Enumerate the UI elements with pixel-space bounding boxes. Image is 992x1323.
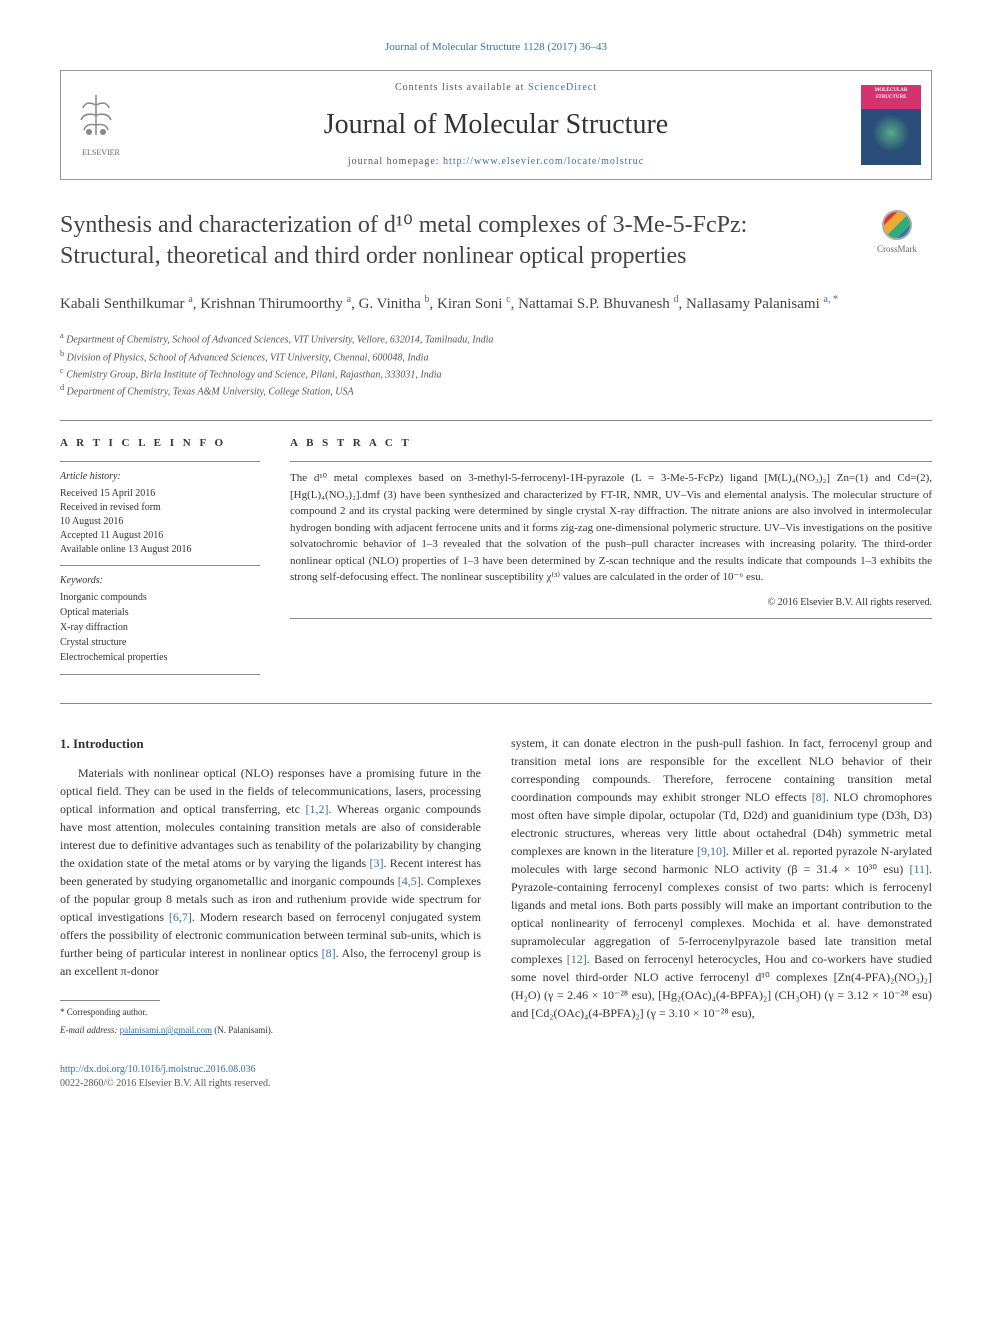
email-name: (N. Palanisami). bbox=[214, 1025, 273, 1035]
abstract-heading: A B S T R A C T bbox=[290, 436, 932, 451]
history-line: Available online 13 August 2016 bbox=[60, 543, 260, 557]
title-row: Synthesis and characterization of d¹⁰ me… bbox=[60, 210, 932, 272]
history-line: 10 August 2016 bbox=[60, 515, 260, 529]
keywords-label: Keywords: bbox=[60, 574, 260, 588]
keywords-list: Inorganic compoundsOptical materialsX-ra… bbox=[60, 591, 260, 665]
crossmark-icon bbox=[882, 210, 912, 240]
contents-line: Contents lists available at ScienceDirec… bbox=[141, 81, 851, 95]
keyword: X-ray diffraction bbox=[60, 621, 260, 635]
intro-paragraph-right: system, it can donate electron in the pu… bbox=[511, 734, 932, 1022]
info-abstract-row: A R T I C L E I N F O Article history: R… bbox=[60, 436, 932, 683]
divider-2 bbox=[60, 703, 932, 704]
history-label: Article history: bbox=[60, 461, 260, 484]
abstract: A B S T R A C T The d¹⁰ metal complexes … bbox=[290, 436, 932, 683]
body-columns: 1. Introduction Materials with nonlinear… bbox=[60, 734, 932, 1038]
corresponding-author: * Corresponding author. bbox=[60, 1006, 481, 1020]
history-line: Received 15 April 2016 bbox=[60, 487, 260, 501]
header-center: Contents lists available at ScienceDirec… bbox=[141, 71, 851, 178]
crossmark-badge[interactable]: CrossMark bbox=[862, 210, 932, 256]
email-footnote: E-mail address: palanisami.n@gmail.com (… bbox=[60, 1024, 481, 1038]
affiliation-d: d Department of Chemistry, Texas A&M Uni… bbox=[60, 382, 932, 399]
keywords-block: Keywords: Inorganic compoundsOptical mat… bbox=[60, 574, 260, 675]
cover-label: MOLECULAR STRUCTURE bbox=[861, 87, 921, 101]
homepage-prefix: journal homepage: bbox=[348, 156, 443, 167]
intro-paragraph-left: Materials with nonlinear optical (NLO) r… bbox=[60, 764, 481, 980]
journal-cover-area: MOLECULAR STRUCTURE bbox=[851, 71, 931, 178]
sciencedirect-link[interactable]: ScienceDirect bbox=[528, 82, 597, 93]
article-info-heading: A R T I C L E I N F O bbox=[60, 436, 260, 451]
header-box: ELSEVIER Contents lists available at Sci… bbox=[60, 70, 932, 179]
homepage-line: journal homepage: http://www.elsevier.co… bbox=[141, 155, 851, 169]
homepage-link[interactable]: http://www.elsevier.com/locate/molstruc bbox=[443, 156, 644, 167]
authors-line: Kabali Senthilkumar a, Krishnan Thirumoo… bbox=[60, 292, 932, 316]
publisher-logo-area: ELSEVIER bbox=[61, 71, 141, 178]
article-title: Synthesis and characterization of d¹⁰ me… bbox=[60, 210, 842, 272]
section-1-heading: 1. Introduction bbox=[60, 734, 481, 754]
keyword: Inorganic compounds bbox=[60, 591, 260, 605]
journal-reference: Journal of Molecular Structure 1128 (201… bbox=[60, 40, 932, 55]
contents-prefix: Contents lists available at bbox=[395, 82, 528, 93]
body-col-right: system, it can donate electron in the pu… bbox=[511, 734, 932, 1038]
affiliation-c: c Chemistry Group, Birla Institute of Te… bbox=[60, 365, 932, 382]
elsevier-logo: ELSEVIER bbox=[71, 90, 131, 160]
crossmark-label: CrossMark bbox=[877, 244, 917, 254]
issn-copyright: 0022-2860/© 2016 Elsevier B.V. All right… bbox=[60, 1078, 270, 1089]
history-lines: Received 15 April 2016Received in revise… bbox=[60, 487, 260, 557]
email-link[interactable]: palanisami.n@gmail.com bbox=[120, 1025, 212, 1035]
publisher-name: ELSEVIER bbox=[71, 147, 131, 158]
footnote-separator bbox=[60, 1000, 160, 1001]
article-info: A R T I C L E I N F O Article history: R… bbox=[60, 436, 260, 683]
body-col-left: 1. Introduction Materials with nonlinear… bbox=[60, 734, 481, 1038]
affiliation-a: a Department of Chemistry, School of Adv… bbox=[60, 330, 932, 347]
history-line: Accepted 11 August 2016 bbox=[60, 529, 260, 543]
keyword: Crystal structure bbox=[60, 636, 260, 650]
journal-cover-thumb: MOLECULAR STRUCTURE bbox=[861, 85, 921, 165]
affiliations: a Department of Chemistry, School of Adv… bbox=[60, 330, 932, 399]
article-history-block: Article history: Received 15 April 2016R… bbox=[60, 461, 260, 566]
keyword: Optical materials bbox=[60, 606, 260, 620]
history-line: Received in revised form bbox=[60, 501, 260, 515]
divider bbox=[60, 420, 932, 421]
journal-title: Journal of Molecular Structure bbox=[141, 105, 851, 144]
keyword: Electrochemical properties bbox=[60, 651, 260, 665]
affiliation-b: b Division of Physics, School of Advance… bbox=[60, 348, 932, 365]
footer: http://dx.doi.org/10.1016/j.molstruc.201… bbox=[60, 1063, 932, 1091]
abstract-copyright: © 2016 Elsevier B.V. All rights reserved… bbox=[290, 596, 932, 619]
email-label: E-mail address: bbox=[60, 1025, 117, 1035]
abstract-text: The d¹⁰ metal complexes based on 3-methy… bbox=[290, 461, 932, 586]
doi-link[interactable]: http://dx.doi.org/10.1016/j.molstruc.201… bbox=[60, 1064, 256, 1075]
elsevier-tree-icon bbox=[71, 90, 121, 140]
